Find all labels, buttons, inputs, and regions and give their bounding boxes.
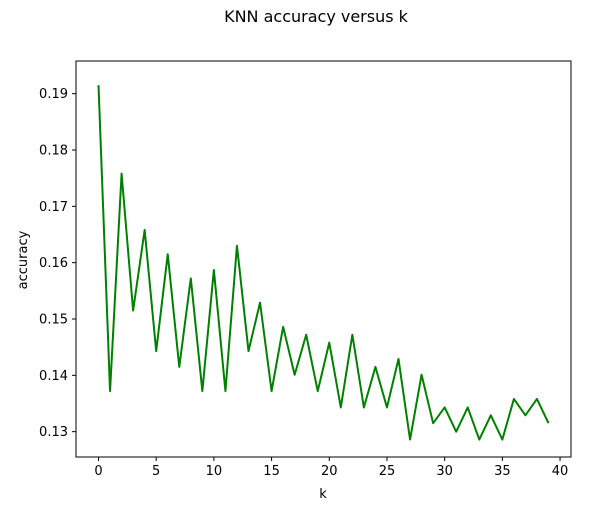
plot-area	[97, 85, 550, 441]
x-tick-label: 40	[552, 464, 569, 479]
y-tick-label: 0.16	[39, 256, 68, 271]
x-tick-label: 20	[321, 464, 338, 479]
x-tick-label: 25	[379, 464, 396, 479]
y-tick-label: 0.18	[39, 144, 68, 159]
series-line	[97, 85, 550, 441]
y-tick-label: 0.17	[39, 200, 68, 215]
x-tick-label: 30	[436, 464, 453, 479]
x-axis-ticks: 0 5 10 15 20 25 30 35 40	[94, 457, 568, 479]
x-tick-label: 15	[263, 464, 280, 479]
chart-title: KNN accuracy versus k	[224, 7, 409, 26]
y-axis-label: accuracy	[16, 230, 31, 289]
y-tick-label: 0.19	[39, 87, 68, 102]
x-axis-label: k	[319, 487, 327, 502]
x-tick-label: 10	[206, 464, 223, 479]
x-tick-label: 0	[94, 464, 102, 479]
y-tick-label: 0.13	[39, 425, 68, 440]
x-tick-label: 5	[152, 464, 160, 479]
y-tick-label: 0.15	[39, 312, 68, 327]
x-tick-label: 35	[494, 464, 511, 479]
y-tick-label: 0.14	[39, 369, 68, 384]
plot-frame	[75, 60, 572, 458]
y-axis-ticks: 0.13 0.14 0.15 0.16 0.17 0.18 0.19	[39, 87, 76, 440]
